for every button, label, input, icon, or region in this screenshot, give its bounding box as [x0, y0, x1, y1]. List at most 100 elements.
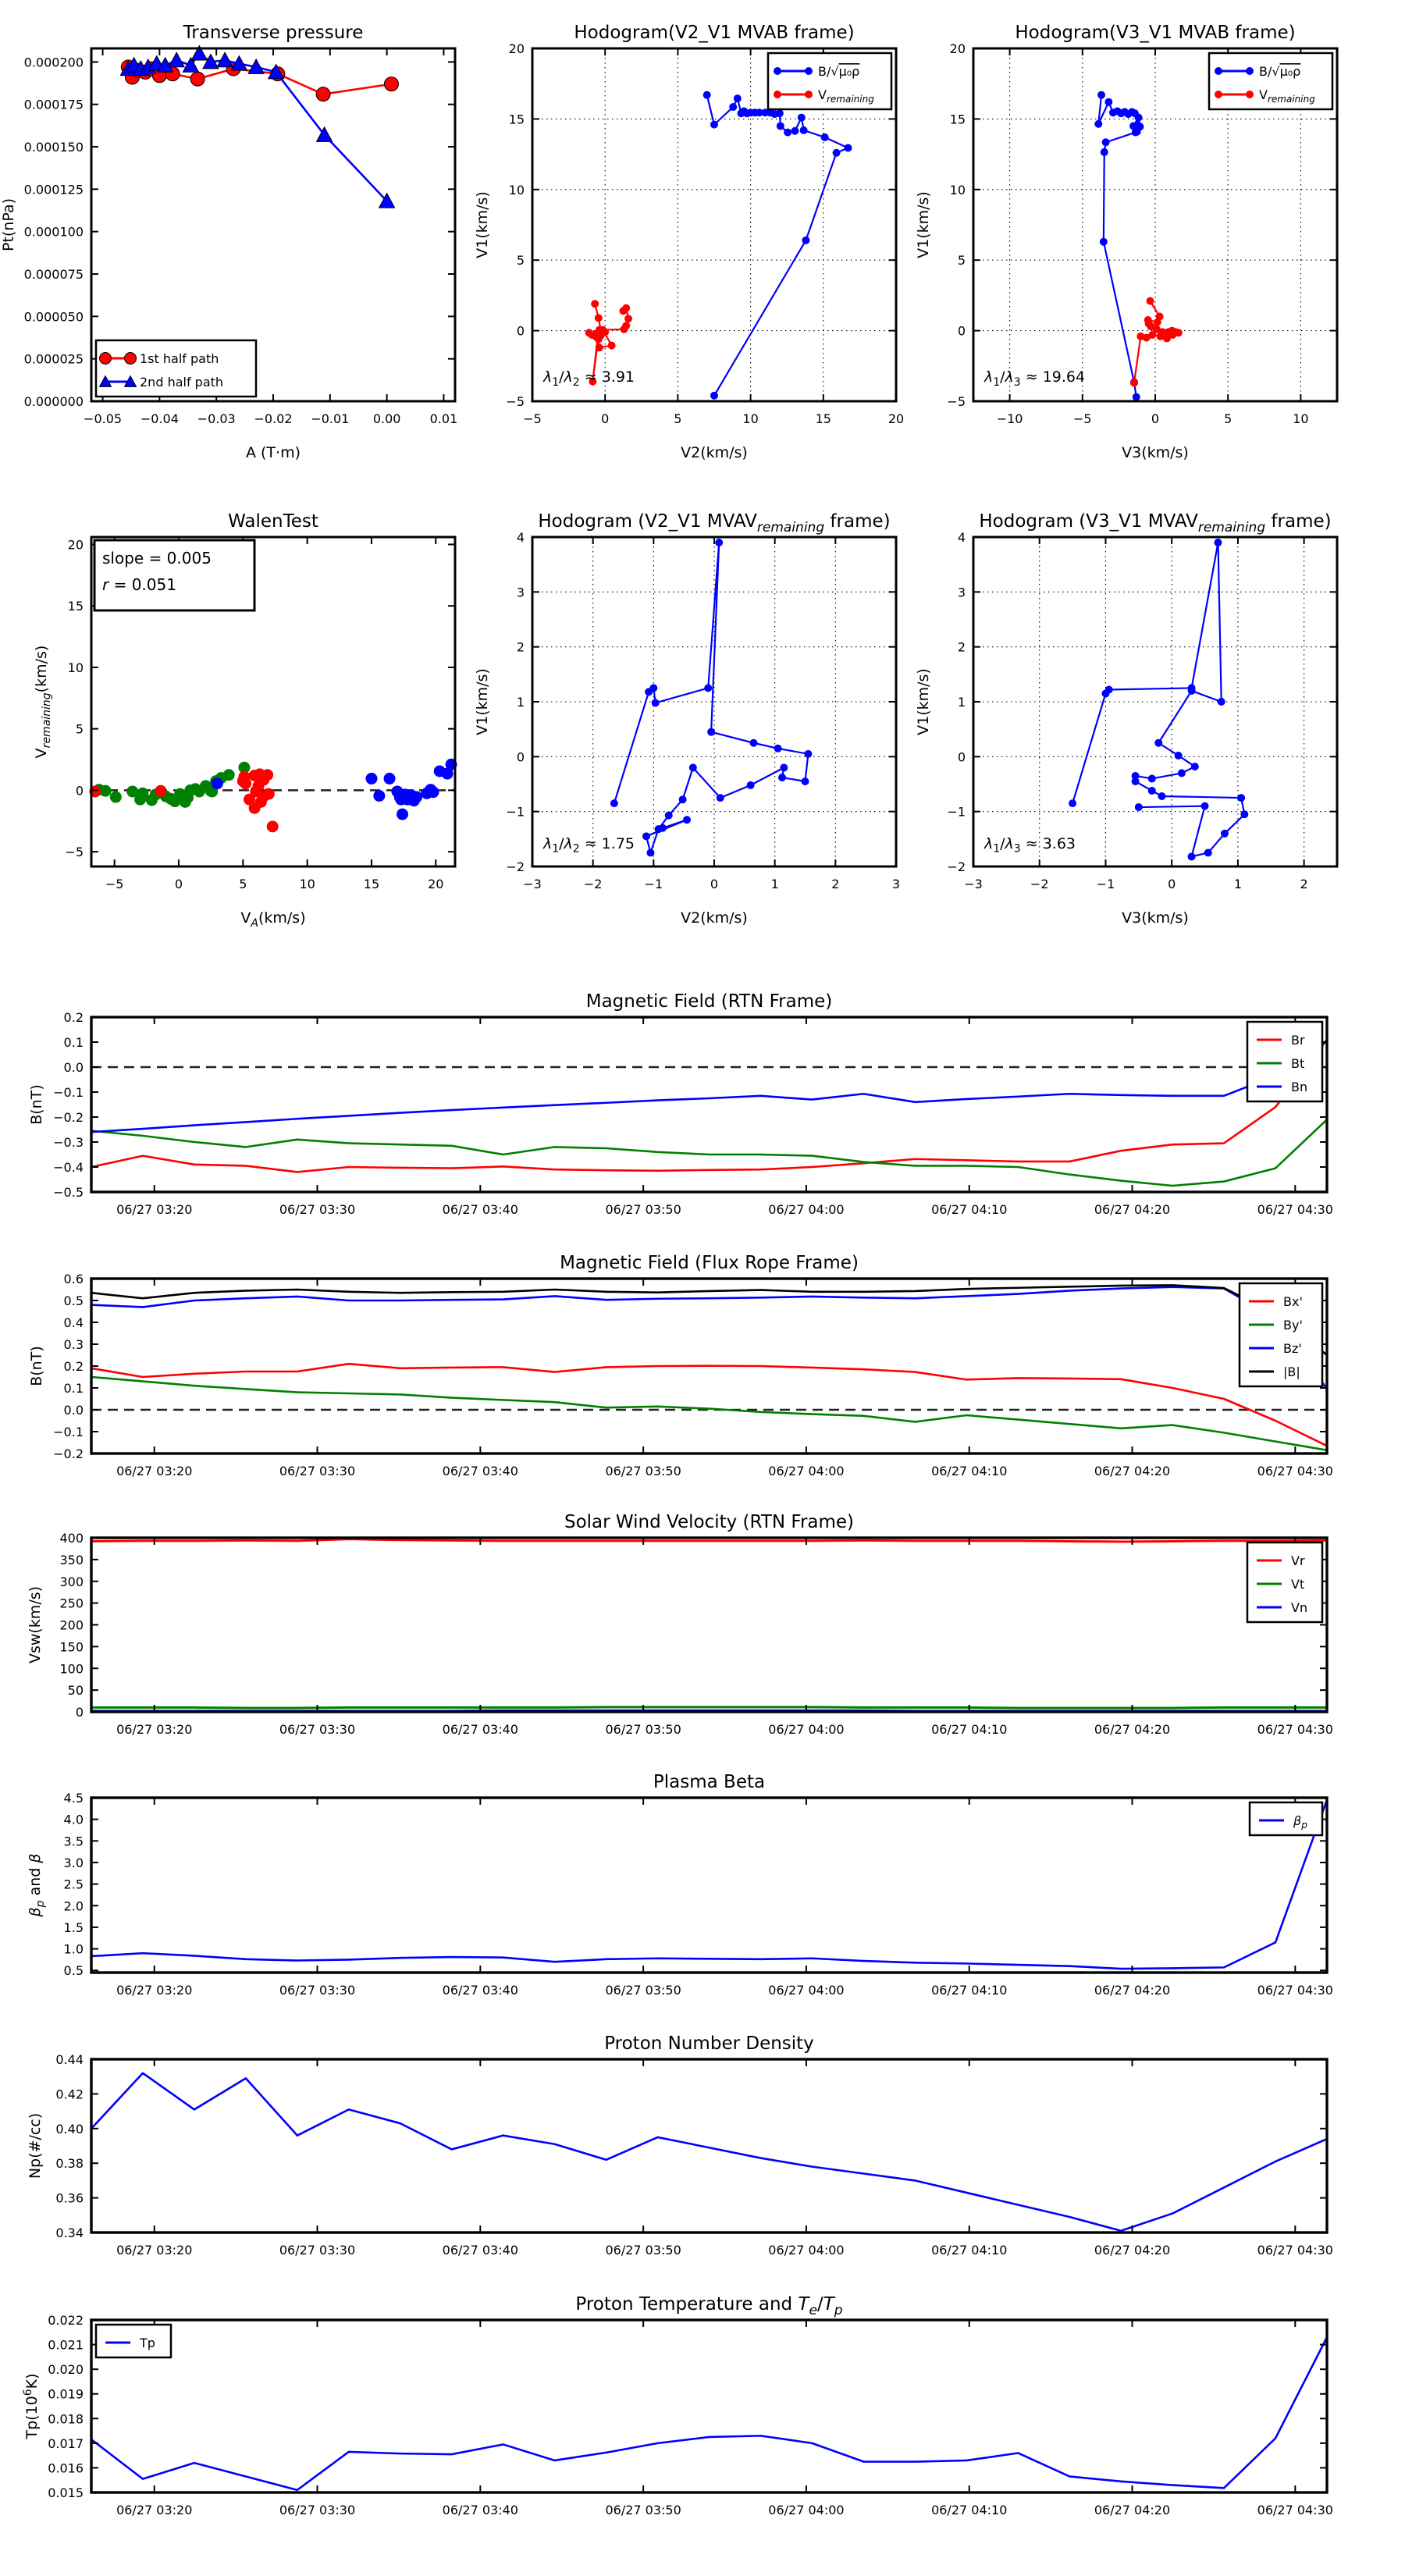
- x-tick-label: 06/27 03:30: [279, 2503, 355, 2517]
- panel-title: Hodogram(V3_V1 MVAB frame): [1015, 23, 1295, 43]
- annotation: λ1/λ3 ≈ 19.64: [984, 368, 1085, 389]
- x-tick-label: −5: [523, 411, 542, 426]
- x-tick-label: 1: [1234, 877, 1242, 891]
- y-tick-label: 0: [517, 324, 525, 339]
- x-tick-label: 06/27 03:50: [605, 1464, 681, 1478]
- x-tick-label: −3: [523, 877, 542, 891]
- y-tick-label: 150: [59, 1639, 84, 1654]
- x-tick-label: 06/27 04:10: [931, 1464, 1007, 1478]
- y-tick-label: 0.40: [55, 2122, 84, 2137]
- y-axis-label: V1(km/s): [474, 668, 491, 735]
- x-tick-label: 0.00: [373, 411, 401, 426]
- x-tick-label: 5: [1224, 411, 1232, 426]
- x-tick-label: 10: [299, 877, 315, 891]
- y-tick-label: −1: [947, 805, 966, 820]
- y-axis-label: V1(km/s): [915, 191, 932, 258]
- annotation: λ1/λ2 ≈ 1.75: [542, 835, 635, 856]
- x-tick-label: 06/27 03:40: [443, 1464, 518, 1478]
- panel-title: Hodogram (V3_V1 MVAVremaining frame): [979, 511, 1331, 535]
- x-tick-label: 15: [364, 877, 379, 891]
- x-tick-label: 0: [1151, 411, 1159, 426]
- x-tick-label: 06/27 04:30: [1257, 2503, 1333, 2517]
- legend: B/√μ₀ρ Vremaining: [1208, 52, 1334, 111]
- panel-title: Hodogram (V2_V1 MVAVremaining frame): [538, 511, 890, 535]
- panel-beta: 06/27 03:20 06/27 03:30 06/27 03:40 06/27 0…: [27, 1772, 1333, 1998]
- legend-label: Tp: [139, 2336, 155, 2350]
- y-tick-label: 400: [59, 1531, 84, 1546]
- y-tick-label: −5: [947, 394, 966, 409]
- legend-label: Vremaining: [818, 87, 874, 105]
- y-tick-label: −1: [506, 805, 525, 820]
- x-tick-label: −0.02: [254, 411, 292, 426]
- panel-title: Magnetic Field (RTN Frame): [586, 991, 833, 1012]
- x-tick-label: 5: [674, 411, 681, 426]
- y-tick-label: 10: [68, 660, 84, 675]
- x-tick-label: 06/27 03:40: [443, 2503, 518, 2517]
- x-tick-label: −10: [997, 411, 1023, 426]
- y-tick-label: 20: [950, 41, 966, 56]
- x-tick-label: 06/27 04:00: [768, 1464, 844, 1478]
- y-tick-label: 0.0: [64, 1403, 84, 1418]
- x-tick-label: 06/27 03:20: [116, 2243, 192, 2258]
- x-tick-label: 06/27 04:20: [1094, 1983, 1170, 1998]
- y-tick-label: 0.000200: [24, 55, 84, 69]
- x-tick-label: −3: [964, 877, 983, 891]
- annotation: λ1/λ2 ≈ 3.91: [542, 368, 635, 389]
- y-tick-label: −0.5: [53, 1185, 84, 1200]
- x-tick-label: 06/27 04:00: [768, 1722, 844, 1737]
- panel-b_rtn: 06/27 03:20 06/27 03:30 06/27 03:40 06/27 0…: [28, 991, 1333, 1217]
- x-tick-label: 06/27 03:20: [116, 1983, 192, 1998]
- y-tick-label: 0.42: [55, 2087, 84, 2101]
- x-tick-label: 10: [742, 411, 758, 426]
- x-tick-label: 06/27 03:50: [605, 2503, 681, 2517]
- y-axis-label: Vsw(km/s): [27, 1586, 44, 1663]
- legend-label: B/√μ₀ρ: [818, 64, 859, 79]
- y-tick-label: 0.000075: [24, 267, 84, 282]
- y-tick-label: 0.2: [64, 1359, 84, 1374]
- y-tick-label: 4.5: [64, 1791, 84, 1806]
- y-axis-label: V1(km/s): [915, 668, 932, 735]
- x-axis-label: A (T·m): [246, 444, 301, 461]
- stat-text: slope = 0.005: [102, 549, 212, 568]
- y-tick-label: 3: [517, 585, 525, 600]
- panel-title: Transverse pressure: [183, 23, 364, 43]
- x-tick-label: 06/27 03:20: [116, 2503, 192, 2517]
- legend-label: Vt: [1291, 1577, 1304, 1592]
- panel-title: Hodogram(V2_V1 MVAB frame): [574, 23, 854, 43]
- x-tick-label: 06/27 04:30: [1257, 1464, 1333, 1478]
- panel-hodogram_v3v1_mvab: −10 −5 0 5 10 −5 0 5 10 15 20 Hodogram(V3_V1 MVAB f…: [915, 23, 1339, 461]
- x-tick-label: 06/27 03:40: [443, 2243, 518, 2258]
- legend-label: Vremaining: [1259, 87, 1315, 105]
- x-tick-label: 06/27 04:10: [931, 1202, 1007, 1217]
- y-tick-label: 1: [958, 695, 966, 710]
- x-tick-label: 06/27 03:50: [605, 1202, 681, 1217]
- y-axis-label: V1(km/s): [474, 191, 491, 258]
- x-tick-label: 06/27 03:50: [605, 1722, 681, 1737]
- legend-label: Bx': [1283, 1294, 1303, 1309]
- y-tick-label: 0.019: [48, 2387, 84, 2402]
- y-tick-label: 2.5: [64, 1877, 84, 1892]
- y-tick-label: −2: [506, 859, 525, 874]
- x-tick-label: 06/27 04:30: [1257, 1722, 1333, 1737]
- x-tick-label: −2: [1030, 877, 1049, 891]
- x-tick-label: 06/27 04:00: [768, 2243, 844, 2258]
- y-axis-label: Vremaining(km/s): [33, 646, 53, 759]
- y-tick-label: 1.0: [64, 1942, 84, 1957]
- y-tick-label: −0.4: [53, 1160, 84, 1175]
- legend: B/√μ₀ρ Vremaining: [767, 52, 893, 111]
- y-tick-label: 20: [68, 537, 84, 552]
- x-tick-label: 10: [1293, 411, 1308, 426]
- panel-b_fluxrope: 06/27 03:20 06/27 03:30 06/27 03:40 06/27 0…: [28, 1253, 1333, 1478]
- y-tick-label: −0.2: [53, 1110, 84, 1125]
- y-tick-label: 0.0: [64, 1060, 84, 1075]
- y-tick-label: 0: [958, 324, 966, 339]
- x-tick-label: −2: [584, 877, 603, 891]
- y-tick-label: 0.000150: [24, 140, 84, 155]
- x-tick-label: 1: [771, 877, 779, 891]
- panel-title: Proton Number Density: [604, 2033, 814, 2054]
- legend-label: Bn: [1291, 1080, 1307, 1094]
- y-tick-label: 0.36: [55, 2191, 84, 2206]
- x-tick-label: 06/27 03:40: [443, 1202, 518, 1217]
- x-tick-label: 06/27 03:50: [605, 2243, 681, 2258]
